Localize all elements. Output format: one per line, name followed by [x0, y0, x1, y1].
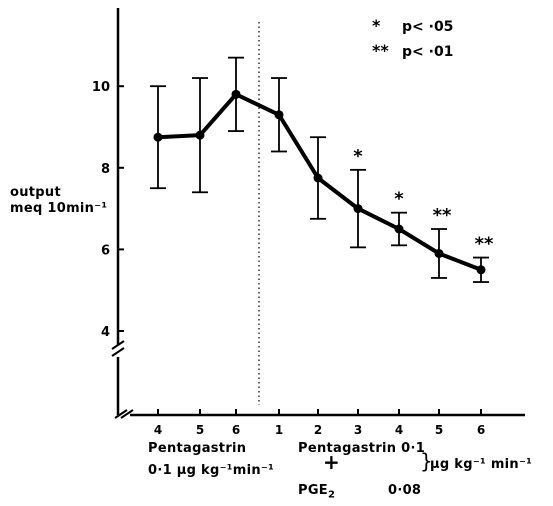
- error-bars: [150, 56, 489, 283]
- group2-pge: PGE: [298, 483, 328, 498]
- x-tick-label: 4: [395, 423, 403, 437]
- group2-brace: }: [420, 449, 434, 473]
- y-tick-label: 10: [92, 80, 110, 95]
- y-tick-label: 4: [101, 325, 110, 340]
- y-ticks: 4 6 8 10: [92, 80, 124, 340]
- group2-plus: +: [323, 450, 341, 474]
- group2-pge-subscript: 2: [327, 489, 336, 501]
- group1-label-line2: 0·1 μg kg⁻¹min⁻¹: [148, 463, 275, 478]
- x-tick-label: 4: [154, 423, 162, 437]
- data-point: [476, 265, 486, 275]
- x-tick-label: 3: [354, 423, 362, 437]
- legend-symbol-1: *: [372, 16, 381, 35]
- legend-text-1: p< ·05: [402, 19, 454, 35]
- y-axis-break: [111, 340, 125, 357]
- data-point: [231, 89, 241, 99]
- legend-item-1: * p< ·05: [372, 16, 453, 35]
- x-ticks: 4 5 6 1 2 3 4 5 6: [154, 409, 485, 437]
- data-point: [313, 173, 323, 183]
- y-tick-label: 6: [101, 243, 110, 258]
- group2-label-line1: Pentagastrin 0·1: [298, 441, 426, 456]
- x-tick-label: 5: [196, 423, 204, 437]
- legend-item-2: ** p< ·01: [372, 41, 453, 60]
- significance-mark: **: [475, 234, 494, 255]
- data-point: [353, 204, 363, 214]
- group2-label-line2-right: 0·08: [388, 483, 422, 498]
- x-tick-label: 5: [435, 423, 443, 437]
- x-tick-label: 1: [275, 423, 283, 437]
- y-axis-label-line1: output: [10, 185, 61, 200]
- legend-symbol-2: **: [372, 41, 389, 60]
- x-axis-break: [114, 409, 134, 419]
- y-tick-label: 8: [101, 162, 110, 177]
- data-point: [434, 248, 444, 258]
- data-point: [195, 130, 205, 140]
- significance-mark: **: [433, 205, 452, 226]
- data-points: [153, 89, 486, 275]
- x-tick-label: 6: [232, 423, 240, 437]
- significance-mark: *: [353, 146, 363, 167]
- data-point: [153, 132, 163, 142]
- significance-marks: ******: [353, 146, 494, 255]
- group2-unit: μg kg⁻¹ min⁻¹: [430, 457, 533, 472]
- x-tick-label: 6: [477, 423, 485, 437]
- x-tick-label: 2: [314, 423, 322, 437]
- group2-label-line2-left: PGE2: [298, 483, 335, 503]
- axes: [111, 8, 525, 419]
- data-point: [394, 224, 404, 234]
- group1-label-line1: Pentagastrin: [148, 441, 247, 456]
- y-axis-label-line2: meq 10min⁻¹: [10, 201, 108, 216]
- significance-mark: *: [394, 189, 404, 210]
- data-point: [274, 110, 284, 120]
- legend-text-2: p< ·01: [402, 44, 454, 60]
